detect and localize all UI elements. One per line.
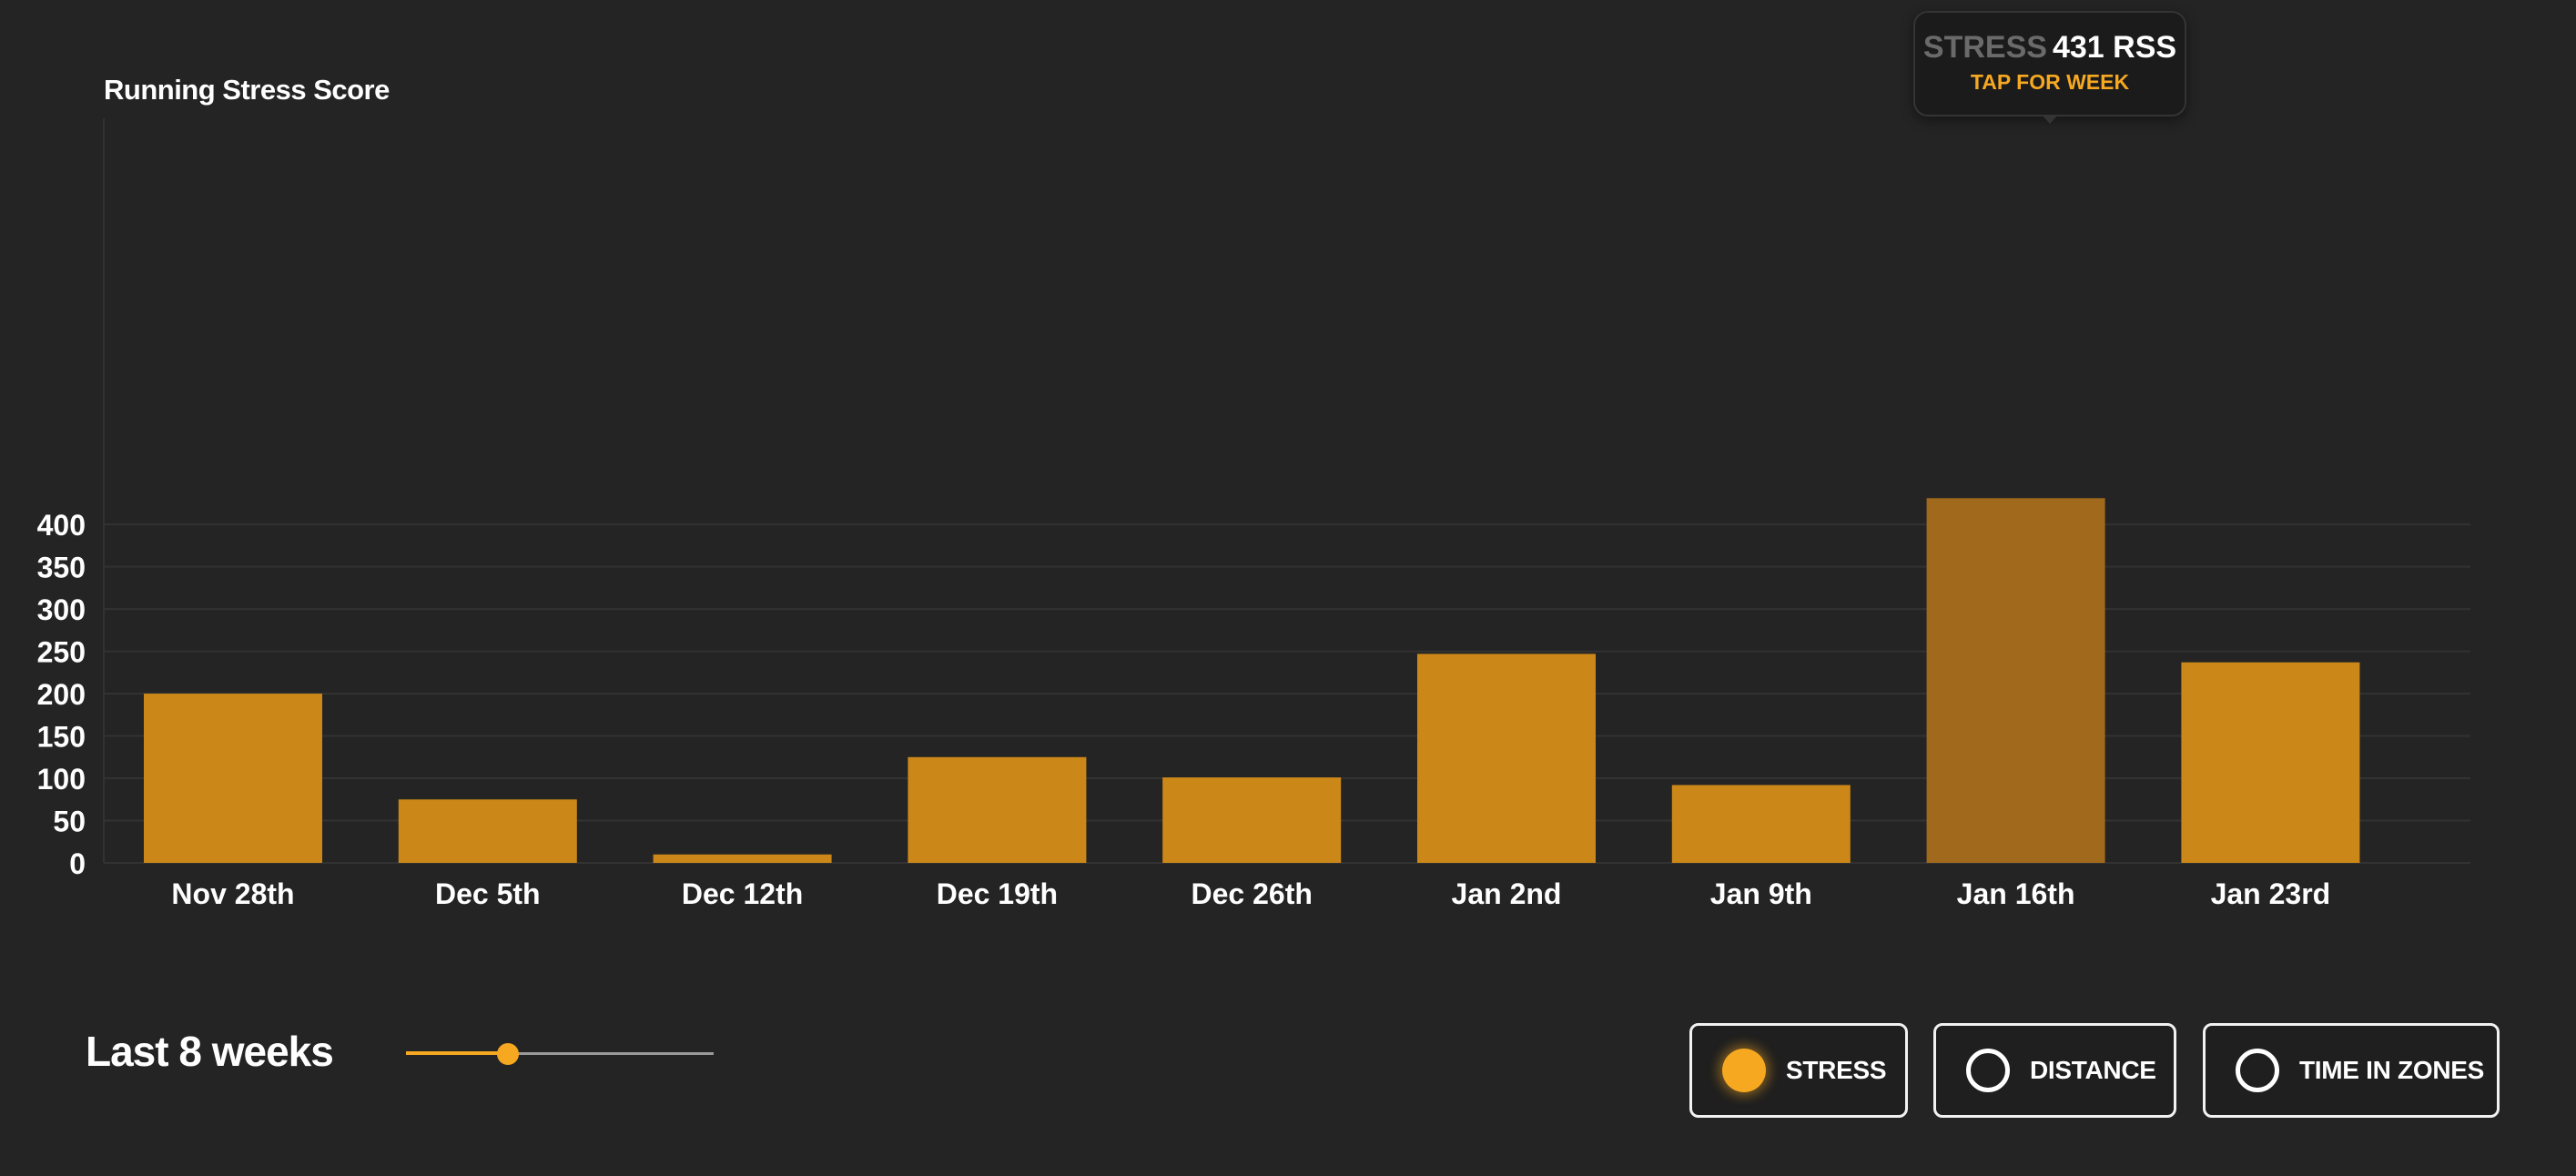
x-axis-ticks: Nov 28th Dec 5th Dec 12th Dec 19th Dec 26th J… [171, 877, 2330, 910]
bar-dec-5th[interactable] [398, 799, 577, 863]
time-in-zones-toggle-button[interactable]: TIME IN ZONES [2203, 1023, 2500, 1118]
y-axis-ticks: 0 50 100 150 200 250 300 350 400 [37, 509, 86, 880]
slider-thumb[interactable] [496, 1043, 519, 1065]
stress-chart: Running Stress Score 0 50 100 150 200 250 300 3… [37, 74, 2470, 910]
bar-jan-23rd[interactable] [2181, 662, 2360, 863]
y-tick-label: 200 [37, 678, 86, 711]
tooltip-action[interactable]: TAP FOR WEEK [1970, 70, 2130, 95]
y-tick-label: 150 [37, 721, 86, 754]
bar-dec-19th[interactable] [908, 756, 1087, 863]
y-tick-label: 300 [37, 593, 86, 626]
y-tick-label: 0 [69, 847, 86, 880]
y-tick-label: 400 [37, 509, 86, 542]
bars [144, 498, 2360, 863]
bar-tooltip[interactable]: STRESS 431 RSS TAP FOR WEEK [1913, 11, 2186, 117]
tooltip-metric: STRESS [1922, 30, 2047, 65]
tooltip-arrow [2042, 115, 2058, 124]
x-tick-label: Jan 9th [1710, 877, 1812, 910]
stress-toggle-label: STRESS [1786, 1056, 1887, 1084]
chart-title: Running Stress Score [104, 74, 390, 106]
bar-dec-26th[interactable] [1162, 777, 1342, 863]
bar-jan-9th[interactable] [1671, 785, 1851, 863]
bar-dec-12th[interactable] [653, 854, 832, 863]
x-tick-label: Dec 19th [937, 877, 1058, 910]
x-tick-label: Dec 26th [1192, 877, 1313, 910]
range-label: Last 8 weeks [86, 1028, 334, 1075]
distance-toggle-button[interactable]: DISTANCE [1933, 1023, 2176, 1118]
x-tick-label: Dec 12th [682, 877, 803, 910]
x-tick-label: Nov 28th [171, 877, 294, 910]
y-tick-label: 250 [37, 636, 86, 669]
bar-jan-16th[interactable] [1926, 498, 2105, 863]
radio-indicator-icon [2236, 1049, 2279, 1092]
bar-jan-2nd[interactable] [1417, 654, 1596, 863]
tooltip-value-line: STRESS 431 RSS [1915, 30, 2185, 65]
x-tick-label: Dec 5th [435, 877, 541, 910]
x-tick-label: Jan 2nd [1452, 877, 1562, 910]
bar-nov-28th[interactable] [144, 694, 322, 863]
slider-track[interactable] [406, 1052, 714, 1055]
x-tick-label: Jan 23rd [2211, 877, 2331, 910]
gridlines [103, 118, 2470, 864]
radio-indicator-icon [1722, 1049, 1766, 1092]
y-tick-label: 50 [53, 806, 86, 838]
distance-toggle-label: DISTANCE [2030, 1056, 2156, 1084]
range-slider[interactable] [406, 1036, 715, 1072]
y-tick-label: 350 [37, 552, 86, 584]
stress-toggle-button[interactable]: STRESS [1689, 1023, 1908, 1118]
x-tick-label: Jan 16th [1957, 877, 2075, 910]
radio-indicator-icon [1966, 1049, 2010, 1092]
slider-fill [406, 1051, 508, 1055]
y-tick-label: 100 [37, 763, 86, 796]
time-in-zones-toggle-label: TIME IN ZONES [2299, 1056, 2484, 1084]
tooltip-value: 431 RSS [2052, 30, 2177, 65]
